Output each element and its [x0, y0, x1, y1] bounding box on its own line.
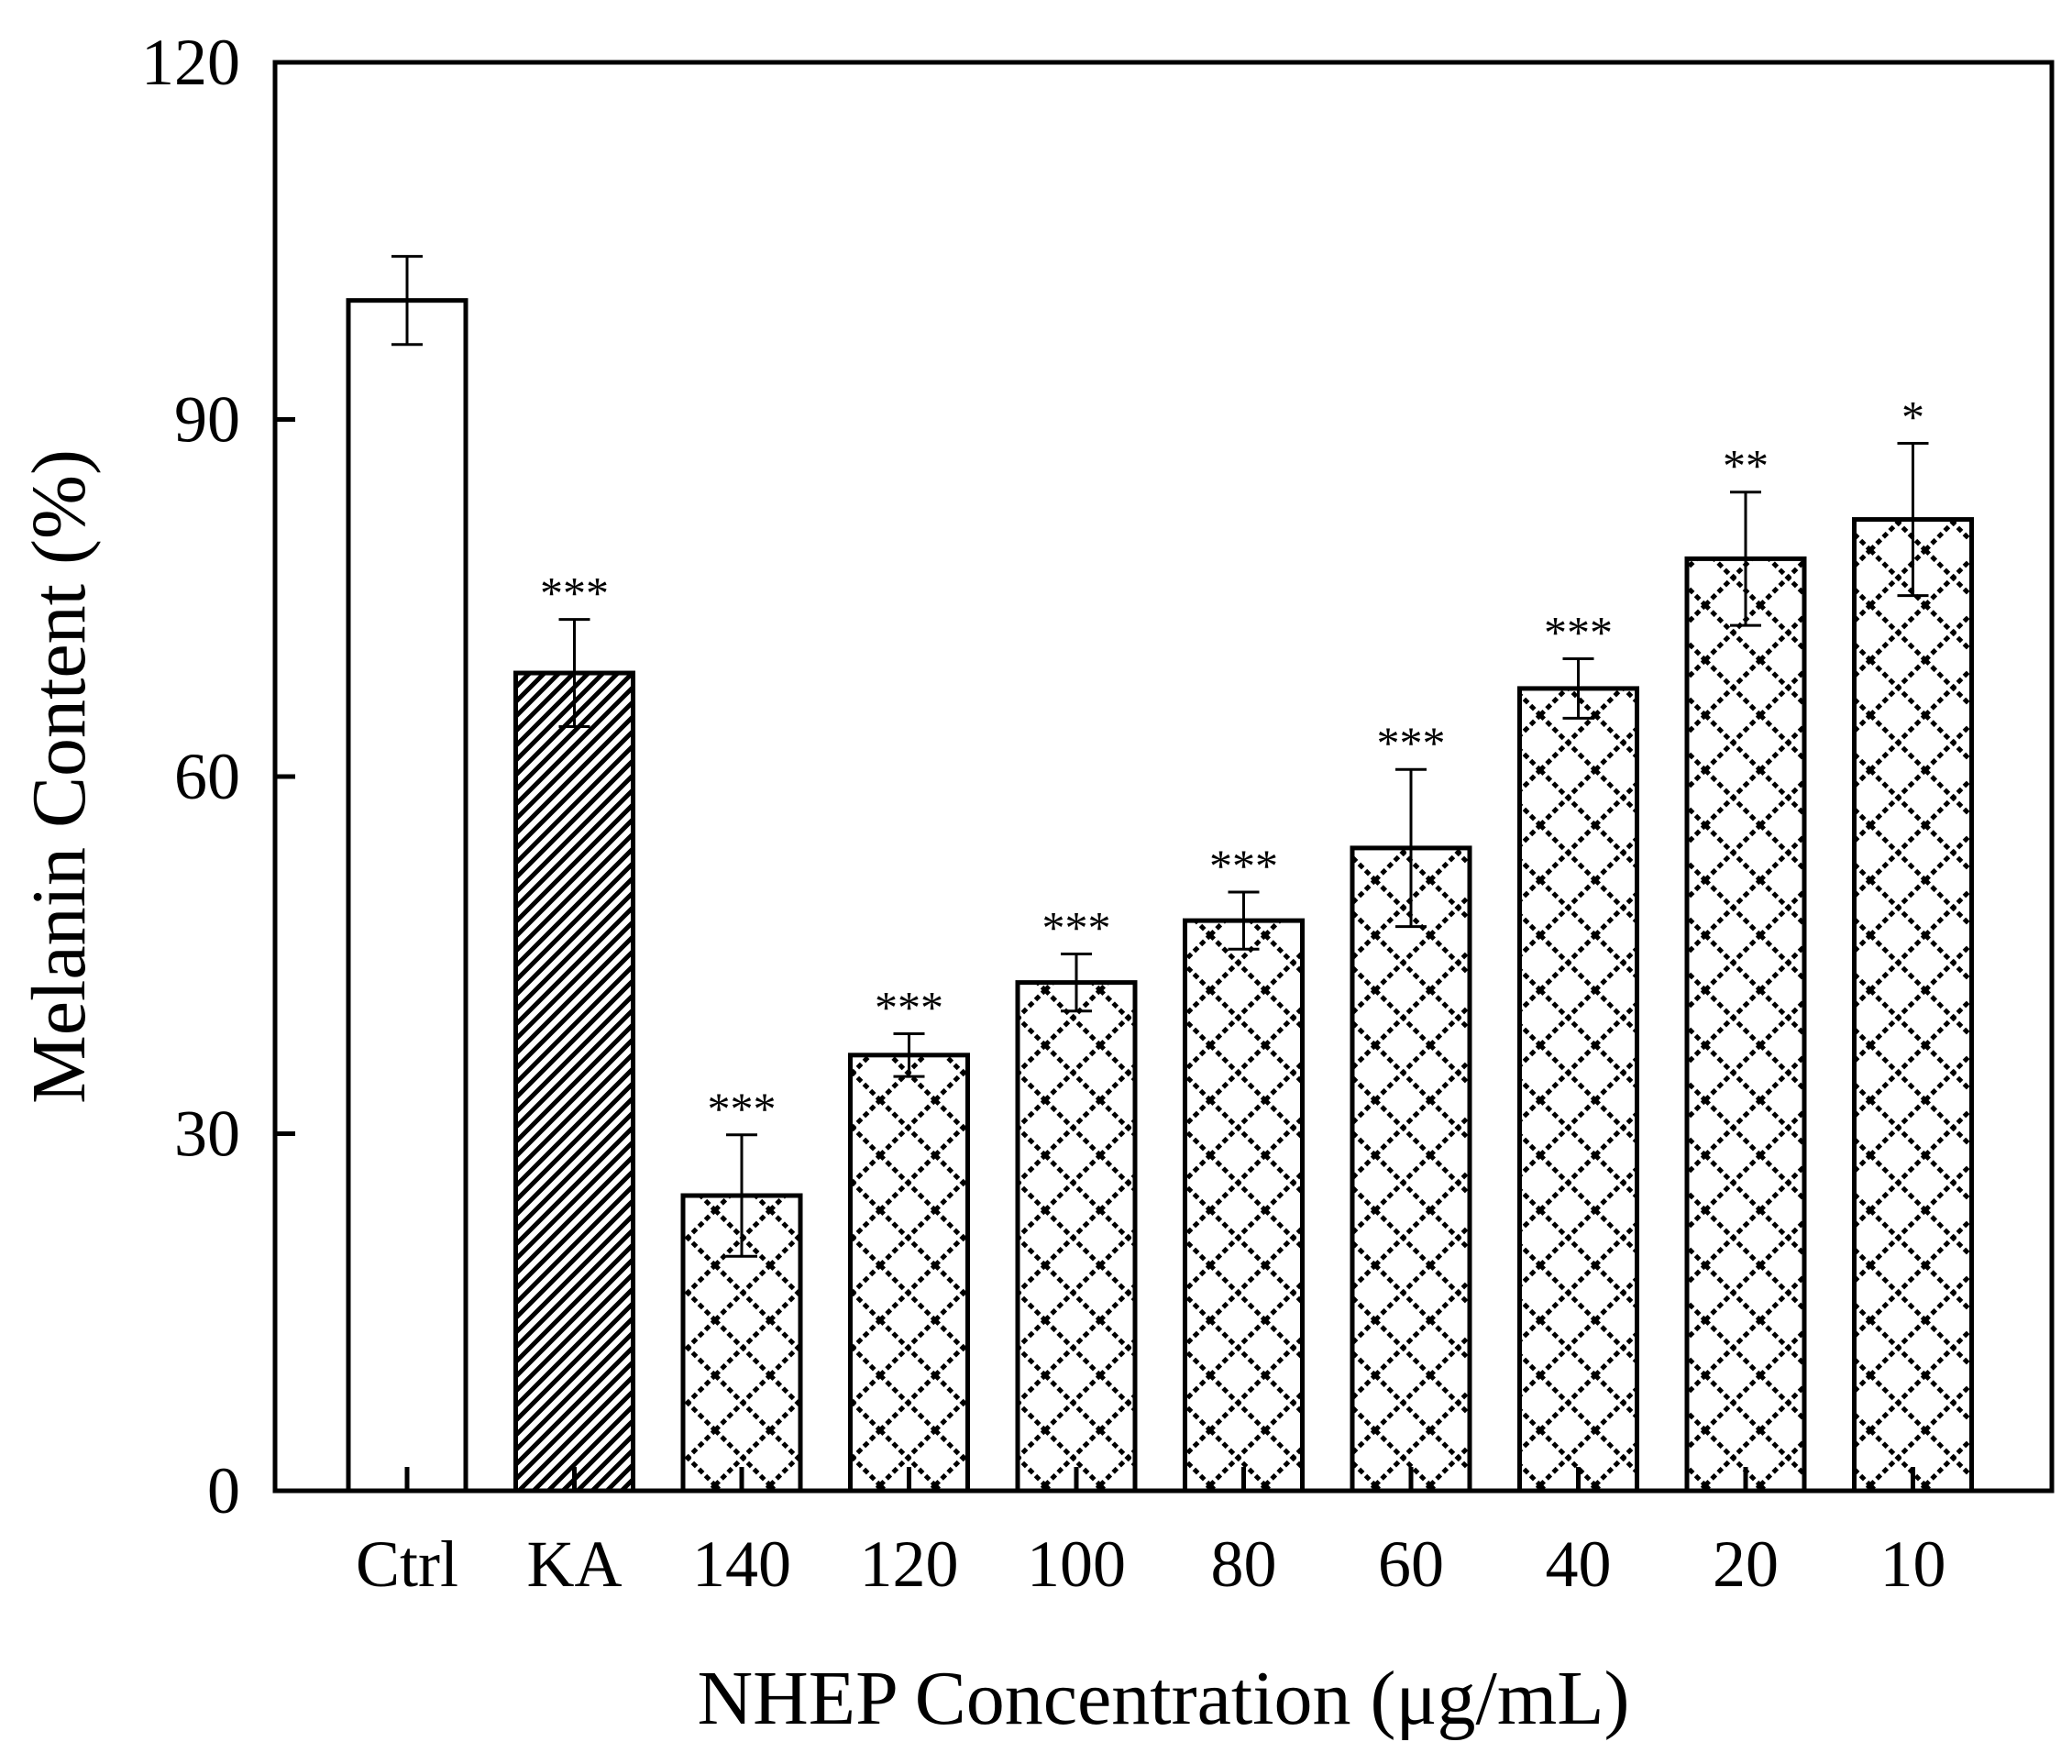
error-bar	[391, 255, 423, 347]
x-tick-label: Ctrl	[356, 1527, 458, 1601]
error-bar	[1562, 656, 1594, 720]
significance-label: ***	[1042, 901, 1111, 953]
x-tick-label: KA	[527, 1527, 623, 1601]
x-axis-title: NHEP Concentration (μg/mL)	[697, 1656, 1629, 1741]
y-axis-title: Melanin Content (%)	[17, 449, 102, 1104]
x-tick-label: 40	[1546, 1527, 1612, 1601]
significance-label: ***	[1209, 840, 1278, 891]
significance-label: ***	[1377, 717, 1446, 768]
x-tick-label: 20	[1713, 1527, 1779, 1601]
significance-label: ***	[540, 568, 609, 619]
error-bar	[1395, 767, 1427, 929]
y-axis: 0 30 60 90 120	[141, 26, 295, 1527]
x-tick-label: 100	[1027, 1527, 1126, 1601]
error-bar	[893, 1031, 925, 1078]
x-tick-label: 120	[860, 1527, 959, 1601]
bar	[1684, 556, 1807, 1494]
y-tick-label: 0	[207, 1454, 240, 1527]
x-tick-label: 10	[1880, 1527, 1946, 1601]
y-tick-label: 90	[174, 383, 240, 457]
bar	[513, 670, 635, 1494]
bar	[1015, 980, 1138, 1494]
y-tick-label: 30	[174, 1097, 240, 1171]
y-tick-label: 60	[174, 740, 240, 813]
significance-label: ***	[708, 1083, 777, 1134]
bar	[346, 298, 468, 1494]
bar	[1183, 918, 1305, 1494]
bar	[1517, 686, 1639, 1494]
bar	[1852, 517, 1974, 1494]
x-tick-label: 60	[1378, 1527, 1444, 1601]
bar	[1350, 845, 1472, 1494]
x-tick-label: 140	[692, 1527, 791, 1601]
significance-label: ***	[1544, 606, 1613, 657]
y-tick-label: 120	[141, 26, 240, 99]
error-bar	[558, 618, 590, 728]
bars: ************************	[346, 255, 1974, 1494]
error-bar	[1897, 441, 1929, 598]
error-bar	[1061, 952, 1092, 1013]
x-axis-labels: Ctrl KA 140 120 100 80 60 40 20 10	[356, 1527, 1946, 1601]
error-bar	[1730, 491, 1761, 627]
error-bar	[726, 1133, 757, 1258]
error-bar	[1228, 890, 1260, 951]
significance-label: **	[1723, 440, 1769, 491]
significance-label: *	[1901, 391, 1924, 442]
bar	[848, 1053, 970, 1494]
significance-label: ***	[875, 981, 943, 1032]
x-tick-label: 80	[1211, 1527, 1277, 1601]
